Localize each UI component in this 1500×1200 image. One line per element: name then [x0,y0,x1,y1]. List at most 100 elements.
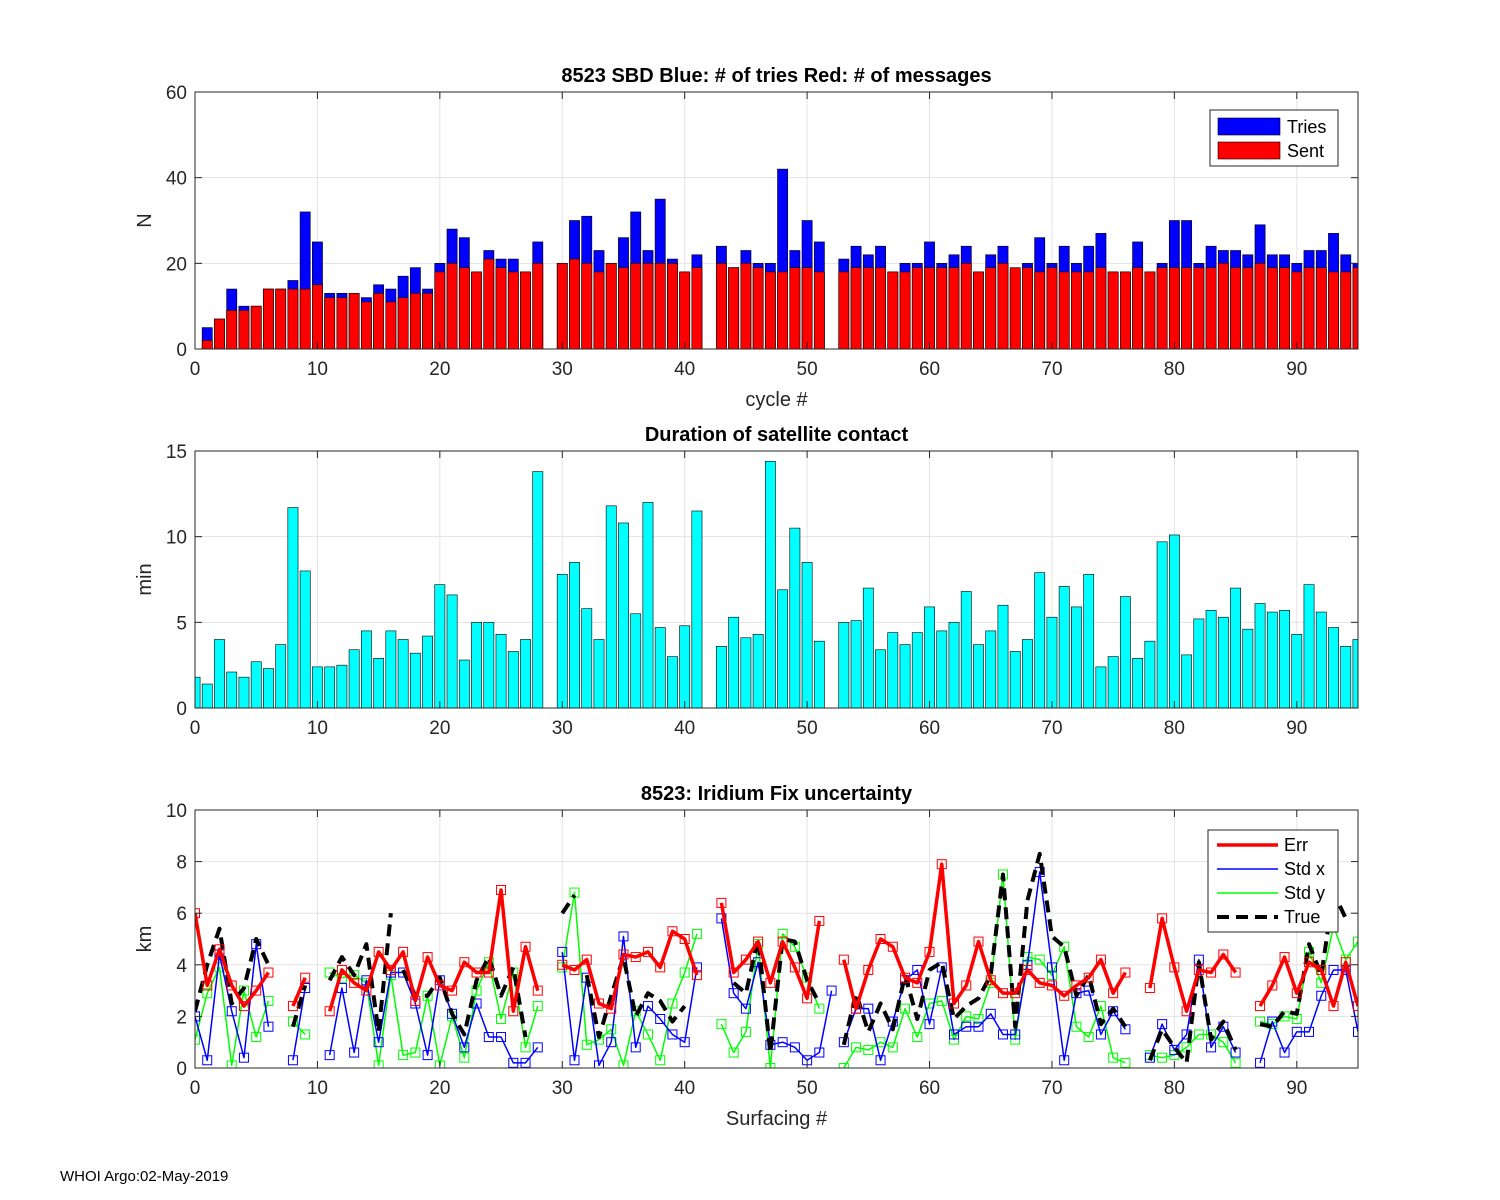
std-x-marker [508,1057,519,1068]
err-line [195,912,270,1008]
std-y-marker [740,1026,751,1037]
std-y-marker [1218,1037,1229,1048]
std-x-marker [1144,1052,1155,1063]
std-x-marker [1206,1042,1217,1053]
err-marker [875,934,886,944]
sent-bar [1156,267,1168,349]
std-x-line [195,943,270,1062]
sent-bar [1315,267,1327,349]
duration-bar [924,606,935,708]
sent-bar [605,263,617,349]
std-y-marker [618,1060,629,1068]
y-tick-label: 0 [176,699,187,720]
duration-bar [960,591,972,708]
duration-bar [1022,639,1033,708]
err-marker [1120,967,1131,978]
std-x-marker [924,1019,935,1030]
x-tick-label: 70 [1041,1078,1062,1099]
y-axis-label: N [134,213,156,227]
x-tick-label: 20 [429,359,450,380]
duration-bar [446,594,458,708]
x-tick-label: 60 [919,359,940,380]
std-y-line [329,961,539,1067]
y-tick-label: 5 [176,613,187,634]
std-x-marker [716,913,727,924]
duration-bar [348,649,360,708]
std-x-marker [349,1047,360,1058]
sent-bar [1071,271,1082,349]
duration-bar [263,668,274,708]
duration-bar [336,664,348,708]
duration-bar [1107,656,1119,708]
sent-bar [850,267,862,349]
std-y-marker [863,1044,874,1055]
duration-bar [1340,646,1352,708]
duration-bar [409,652,421,708]
err-marker [973,936,984,947]
true-line [327,912,393,1034]
sent-bar [728,267,740,349]
std-y-marker [581,1039,592,1050]
err-marker [912,977,923,988]
err-marker [728,967,739,978]
duration-bar [1034,572,1046,708]
duration-bar [1303,584,1315,708]
x-tick-label: 90 [1286,359,1307,380]
sent-bar [1193,267,1205,349]
sent-bar [862,267,874,349]
err-marker [1181,1006,1192,1017]
err-marker [814,915,825,926]
y-tick-label: 4 [176,956,187,977]
duration-bar [569,562,580,708]
sent-bar [360,301,372,349]
std-y-marker [251,1032,262,1043]
x-tick-label: 50 [797,1078,818,1099]
sent-bar [1254,263,1266,349]
sent-bar [1230,267,1241,349]
std-x-marker [483,1032,494,1043]
duration-bar [507,651,519,708]
err-marker [887,941,898,952]
std-y-marker [606,1024,617,1035]
duration-bar [275,644,287,708]
err-marker [1095,954,1106,965]
duration-bar [1156,541,1168,708]
x-tick-label: 10 [307,718,328,739]
sent-bar [1303,267,1315,349]
std-x-marker [630,1042,641,1053]
bars [195,460,1358,708]
std-y-marker [1071,1021,1082,1032]
duration-bar [801,562,813,708]
std-x-marker [1291,1026,1302,1037]
duration-bar [1095,666,1107,708]
x-tick-label: 70 [1041,359,1062,380]
sent-bar [1205,267,1217,349]
std-y-marker [520,1042,531,1053]
err-marker [655,962,666,973]
x-tick-label: 80 [1164,359,1185,380]
sent-bar [630,263,642,349]
std-x-marker [949,1029,960,1040]
duration-bar [936,630,948,708]
err-marker [1255,1001,1266,1012]
x-tick-label: 50 [797,359,818,380]
sent-bar [385,301,397,349]
x-tick-label: 0 [190,359,201,380]
sent-bar [1242,267,1254,349]
legend-label-tries: Tries [1287,117,1326,137]
err-marker [581,954,592,965]
err-marker [496,884,507,895]
std-x-marker [606,1037,617,1048]
true-line [560,894,577,915]
std-x-marker [226,1006,237,1017]
std-x-marker [1304,1026,1315,1037]
std-y-marker [1230,1057,1241,1068]
sent-bar [716,263,727,349]
sent-bar [1107,271,1119,349]
tries-bar [299,211,311,349]
err-marker [349,977,360,988]
std-x-marker [593,1060,604,1068]
std-y-marker [728,1047,739,1058]
err-marker [936,859,947,870]
chart-panel-1: 0 10 20 30 40 50 60 70 80 90 0 20 40 60 8523 SBD Blue:… [134,65,1359,411]
